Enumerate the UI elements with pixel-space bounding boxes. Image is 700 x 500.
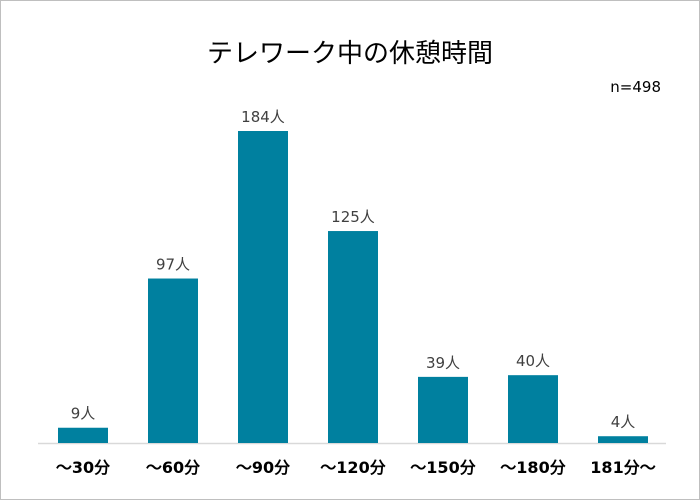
- data-label-2: 184人: [241, 108, 285, 126]
- sample-size-note: n=498: [610, 78, 661, 96]
- data-label-1: 97人: [156, 256, 190, 274]
- data-label-3: 125人: [331, 208, 375, 226]
- data-label-0: 9人: [71, 405, 96, 423]
- x-tick-label-3: ～120分: [320, 458, 385, 477]
- bar-1: [148, 278, 198, 443]
- bar-4: [418, 376, 468, 443]
- x-tick-label-4: ～150分: [410, 458, 475, 477]
- bar-3: [328, 231, 378, 443]
- x-tick-label-5: ～180分: [500, 458, 565, 477]
- x-tick-label-6: 181分～: [590, 458, 655, 477]
- bar-6: [598, 436, 648, 443]
- data-label-5: 40人: [516, 352, 550, 370]
- bar-0: [58, 427, 108, 443]
- bar-5: [508, 375, 558, 443]
- data-label-4: 39人: [426, 354, 460, 372]
- x-tick-label-2: ～90分: [236, 458, 290, 477]
- x-tick-label-1: ～60分: [146, 458, 200, 477]
- data-label-6: 4人: [611, 413, 636, 431]
- x-tick-label-0: ～30分: [56, 458, 110, 477]
- chart-title: テレワーク中の休憩時間: [206, 39, 493, 69]
- bar-2: [238, 131, 288, 443]
